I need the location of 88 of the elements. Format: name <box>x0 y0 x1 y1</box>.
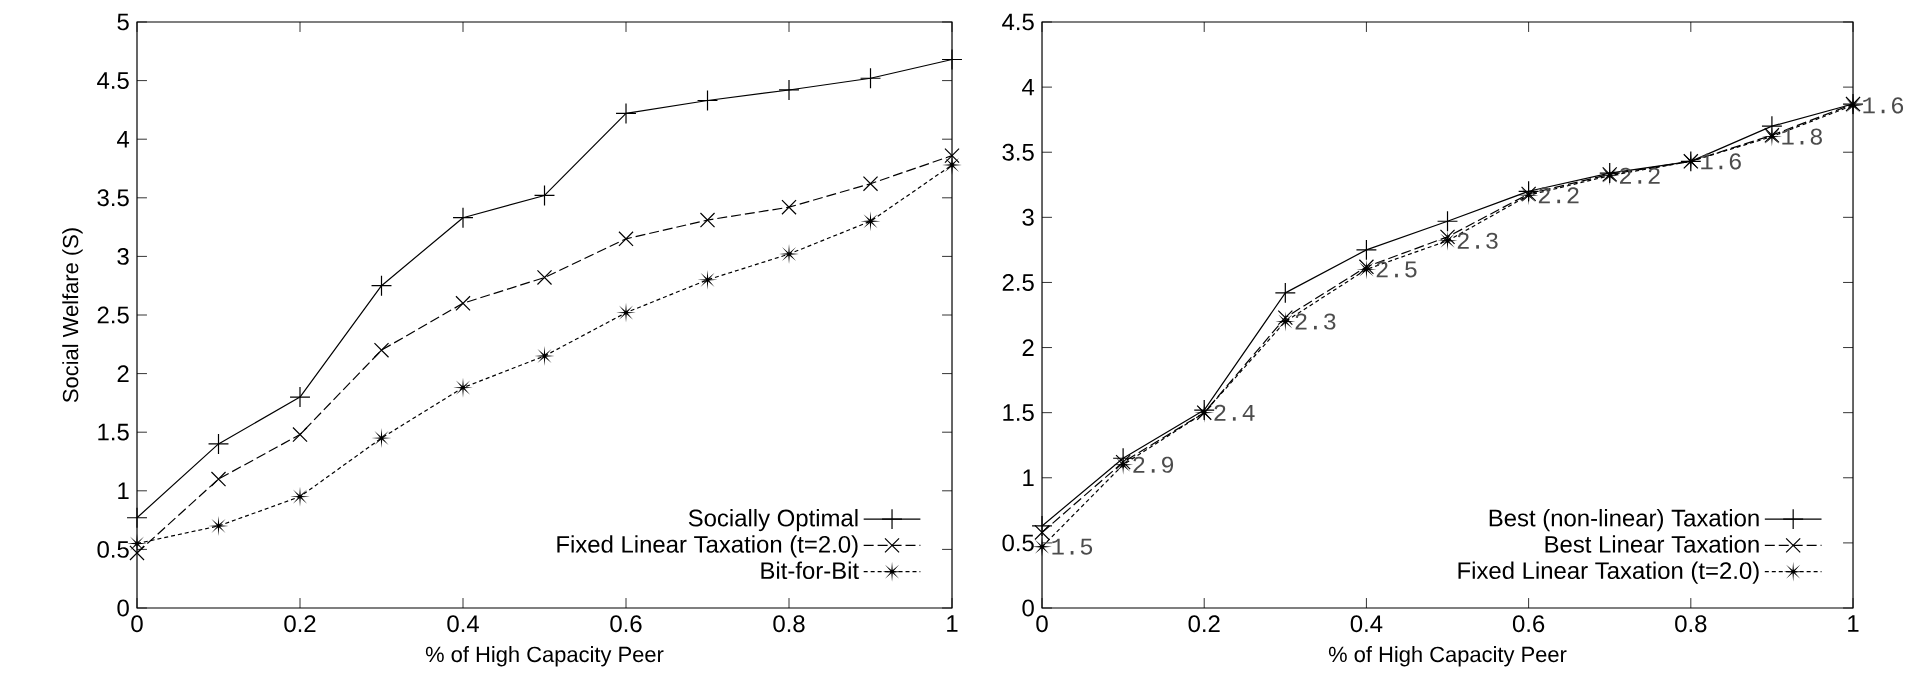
x-tick-label: 1 <box>1848 615 1859 632</box>
point <box>1277 309 1293 326</box>
point <box>1436 210 1459 232</box>
annotation: 2.5 <box>1376 261 1417 278</box>
point <box>126 507 148 529</box>
y-axis-title: Social Welfare (S) <box>62 228 83 403</box>
legend-label: Fixed Linear Taxation (t=2.0) <box>1458 561 1759 584</box>
point <box>207 433 230 455</box>
point <box>373 342 390 358</box>
x-tick-label: 0.4 <box>447 615 479 633</box>
annotation: 2.4 <box>1214 404 1255 421</box>
point <box>533 184 556 207</box>
y-tick-label: 4 <box>1022 78 1035 96</box>
y-tick-label: 2.5 <box>1002 273 1034 291</box>
point <box>699 212 716 228</box>
x-tick-label: 0.4 <box>1350 615 1383 633</box>
x-tick-label: 0.6 <box>610 615 642 633</box>
y-tick-label: 3 <box>1022 208 1034 226</box>
y-tick-label: 3 <box>117 247 129 265</box>
annotation: 2.9 <box>1133 456 1174 473</box>
x-tick-label: 0 <box>131 615 143 633</box>
point <box>370 275 393 297</box>
y-tick-label: 3.5 <box>1002 143 1034 161</box>
y-tick-label: 2 <box>1022 339 1034 356</box>
x-tick-label: 0.2 <box>1188 615 1220 633</box>
point <box>696 89 719 112</box>
legend-label: Socially Optimal <box>688 508 858 532</box>
y-tick-label: 0.5 <box>1002 534 1034 552</box>
point <box>1275 311 1296 332</box>
point <box>1358 259 1375 275</box>
point <box>455 295 471 311</box>
x-tick-label: 0.8 <box>1675 615 1707 633</box>
y-tick-label: 2 <box>117 365 129 382</box>
point <box>1355 239 1377 261</box>
point <box>615 102 637 124</box>
x-tick-label: 0.2 <box>284 615 316 633</box>
point <box>942 155 962 175</box>
point <box>859 67 882 89</box>
y-tick-label: 3.5 <box>97 189 129 207</box>
x-tick-label: 0.6 <box>1512 615 1545 633</box>
point <box>1761 115 1783 137</box>
x-tick-label: 0 <box>1036 615 1048 633</box>
legend-label: Fixed Linear Taxation (t=2.0) <box>557 535 858 558</box>
y-tick-label: 4 <box>117 130 130 148</box>
point <box>944 147 960 164</box>
annotation: 1.8 <box>1782 128 1822 145</box>
point <box>1274 282 1296 304</box>
x-axis-title: % of High Capacity Peer <box>1328 646 1567 667</box>
point <box>781 199 797 215</box>
y-tick-label: 0 <box>117 599 129 617</box>
y-tick-label: 4.5 <box>1002 13 1034 31</box>
point <box>778 79 800 101</box>
annotation: 1.6 <box>1863 97 1904 114</box>
point <box>1439 229 1456 245</box>
point <box>618 231 634 247</box>
y-tick-label: 1.5 <box>98 423 129 441</box>
x-tick-label: 1 <box>947 615 958 632</box>
legend-label: Bit-for-Bit <box>761 561 859 580</box>
point <box>1034 524 1050 541</box>
y-tick-label: 2.5 <box>97 306 129 324</box>
point <box>1112 447 1134 469</box>
x-axis-title: % of High Capacity Peer <box>425 646 664 667</box>
point <box>941 48 963 71</box>
point <box>1356 259 1377 280</box>
annotation: 1.5 <box>1052 538 1093 555</box>
y-tick-label: 0 <box>1022 599 1034 617</box>
y-tick-label: 1 <box>118 482 129 500</box>
y-tick-label: 0.5 <box>97 540 129 558</box>
legend-label: Best (non-linear) Taxation <box>1489 508 1759 532</box>
point <box>536 269 553 286</box>
point <box>292 426 308 443</box>
point <box>210 471 227 487</box>
legend-label: Best Linear Taxation <box>1545 535 1759 553</box>
x-tick-label: 0.8 <box>773 615 805 633</box>
annotation: 2.2 <box>1619 167 1660 184</box>
y-tick-label: 4.5 <box>97 72 129 89</box>
y-tick-label: 1.5 <box>1003 404 1034 421</box>
point <box>129 545 145 561</box>
point <box>1115 454 1131 470</box>
point <box>452 207 474 229</box>
y-tick-label: 5 <box>117 13 129 31</box>
annotation: 1.6 <box>1701 153 1741 170</box>
annotation: 2.3 <box>1295 313 1336 330</box>
annotation: 2.3 <box>1457 232 1498 249</box>
point <box>289 386 311 408</box>
point <box>862 176 879 192</box>
y-tick-label: 1 <box>1023 469 1034 486</box>
annotation: 2.2 <box>1538 187 1579 204</box>
